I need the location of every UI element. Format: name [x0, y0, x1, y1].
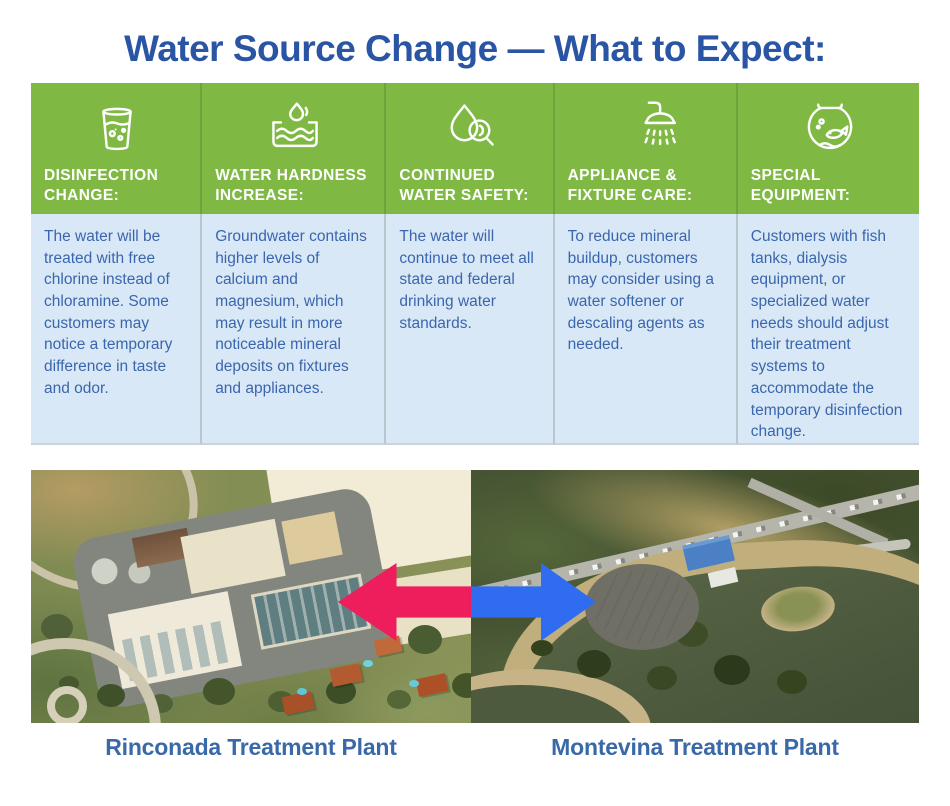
swimming-pools: [363, 660, 373, 667]
body-cell-safety: The water will continue to meet all stat…: [386, 214, 555, 445]
covered-reservoir-tank: [592, 569, 692, 643]
body-cell-equipment: Customers with fish tanks, dialysis equi…: [737, 214, 919, 445]
photo-captions: Rinconada Treatment Plant Montevina Trea…: [31, 734, 919, 761]
montevina-caption: Montevina Treatment Plant: [551, 734, 839, 760]
beige-building: [180, 518, 286, 595]
header-cell-appliance: APPLIANCE & FIXTURE CARE:: [554, 83, 738, 214]
house-roof: [281, 691, 315, 715]
header-cell-hardness: WATER HARDNESS INCREASE:: [202, 83, 387, 214]
water-glass-icon: [44, 91, 190, 166]
clarifier-tanks: [89, 555, 120, 587]
header-label: CONTINUED WATER SAFETY:: [399, 167, 529, 204]
cul-de-sac: [47, 686, 87, 723]
water-hardness-basin-icon: [215, 91, 374, 166]
droplet-magnifier-icon: [399, 91, 542, 166]
header-cell-equipment: SPECIAL EQUIPMENT:: [737, 83, 919, 214]
shower-head-icon: [568, 91, 726, 166]
header-cell-safety: CONTINUED WATER SAFETY:: [386, 83, 555, 214]
header-cell-disinfection: DISINFECTION CHANGE:: [31, 83, 203, 214]
house-roof: [415, 673, 449, 697]
fish-bowl-icon: [751, 91, 909, 166]
house-roof: [329, 663, 363, 687]
treatment-plant-photos: [31, 470, 919, 723]
rinconada-caption: Rinconada Treatment Plant: [105, 734, 397, 760]
tank-perimeter: [585, 564, 699, 650]
header-label: APPLIANCE & FIXTURE CARE:: [567, 167, 693, 204]
header-label: DISINFECTION CHANGE:: [44, 167, 159, 204]
header-label: SPECIAL EQUIPMENT:: [750, 167, 851, 204]
infographic-page: Water Source Change — What to Expect: DI…: [0, 28, 950, 806]
body-cell-appliance: To reduce mineral buildup, customers may…: [554, 214, 738, 445]
tree-clumps: [531, 640, 553, 656]
header-label: WATER HARDNESS INCREASE:: [215, 167, 367, 204]
page-title: Water Source Change — What to Expect:: [124, 28, 826, 69]
info-table: DISINFECTION CHANGE: WATER HARDNESS INCR…: [31, 83, 919, 445]
body-cell-hardness: Groundwater contains higher levels of ca…: [202, 214, 387, 445]
tan-building: [281, 511, 343, 565]
body-cell-disinfection: The water will be treated with free chlo…: [31, 214, 203, 445]
